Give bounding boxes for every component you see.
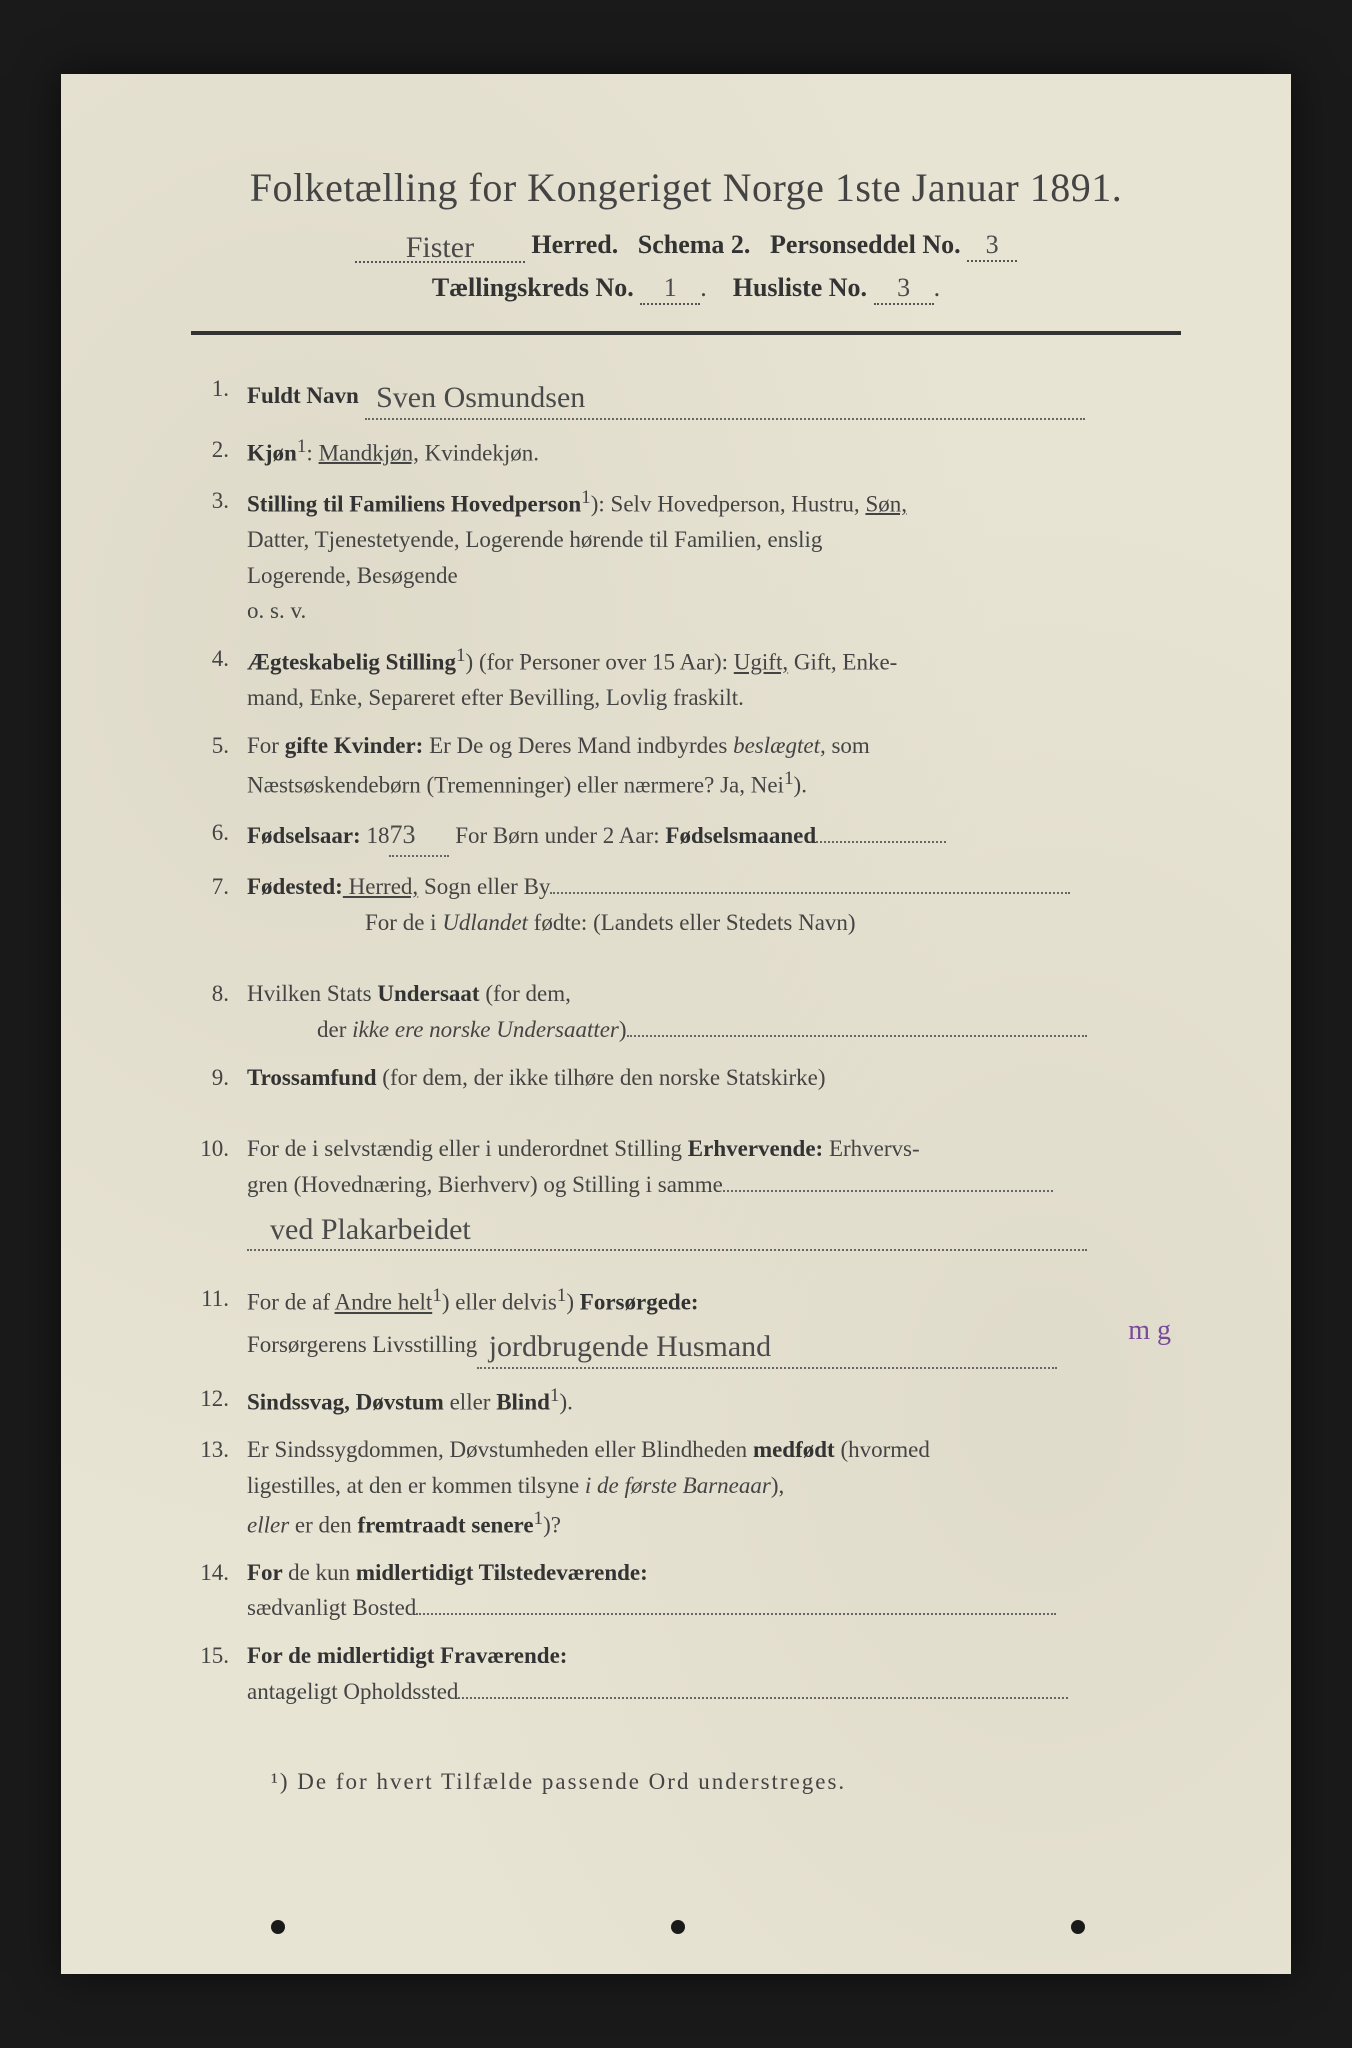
item-5: 5. For gifte Kvinder: Er De og Deres Man…	[191, 728, 1181, 803]
punch-hole-icon	[1071, 1920, 1085, 1934]
provider-hw: jordbrugende Husmand	[489, 1330, 771, 1363]
personseddel-no: 3	[986, 230, 999, 259]
punch-hole-icon	[671, 1920, 685, 1934]
main-title: Folketælling for Kongeriget Norge 1ste J…	[191, 164, 1181, 211]
ugift-underlined: Ugift,	[734, 650, 788, 675]
census-form-page: Folketælling for Kongeriget Norge 1ste J…	[61, 74, 1291, 1974]
husliste-label: Husliste No.	[733, 273, 867, 302]
item-3: 3. Stilling til Familiens Hovedperson1):…	[191, 483, 1181, 629]
kreds-no: 1	[664, 273, 677, 302]
item-12: 12. Sindssvag, Døvstum eller Blind1).	[191, 1381, 1181, 1420]
subheader-line2: Tællingskreds No. 1. Husliste No. 3.	[191, 273, 1181, 305]
item-10: 10. For de i selvstændig eller i underor…	[191, 1131, 1181, 1251]
item-4: 4. Ægteskabelig Stilling1) (for Personer…	[191, 641, 1181, 716]
item-9: 9. Trossamfund (for dem, der ikke tilhør…	[191, 1060, 1181, 1096]
item-7: 7. Fødested: Herred, Sogn eller By For d…	[191, 869, 1181, 940]
item-8: 8. Hvilken Stats Undersaat (for dem, der…	[191, 976, 1181, 1047]
punch-hole-icon	[271, 1920, 285, 1934]
item-1: 1. Fuldt Navn Sven Osmundsen	[191, 371, 1181, 420]
husliste-no: 3	[897, 273, 910, 302]
schema-label: Schema 2.	[638, 230, 751, 259]
birthyear-hw: 73	[389, 820, 415, 849]
item-13: 13. Er Sindssygdommen, Døvstumheden elle…	[191, 1432, 1181, 1543]
name-handwritten: Sven Osmundsen	[376, 381, 585, 414]
personseddel-label: Personseddel No.	[770, 230, 961, 259]
item-11: 11. For de af Andre helt1) eller delvis1…	[191, 1281, 1181, 1369]
occupation-hw: ved Plakarbeidet	[270, 1213, 471, 1246]
sex-underlined: Mandkjøn,	[319, 440, 419, 465]
kreds-label: Tællingskreds No.	[432, 273, 634, 302]
item-6: 6. Fødselsaar: 1873 For Børn under 2 Aar…	[191, 815, 1181, 857]
herred-label: Herred.	[531, 230, 618, 259]
item-15: 15. For de midlertidigt Fraværende: anta…	[191, 1638, 1181, 1709]
purple-annotation: m g	[1128, 1309, 1171, 1352]
form-items: 1. Fuldt Navn Sven Osmundsen 2. Kjøn1: M…	[191, 371, 1181, 1709]
item-14: 14. For de kun midlertidigt Tilstedevære…	[191, 1555, 1181, 1626]
son-underlined: Søn,	[865, 491, 907, 516]
subheader-line1: Fister Herred. Schema 2. Personseddel No…	[191, 227, 1181, 263]
footnote: ¹) De for hvert Tilfælde passende Ord un…	[191, 1769, 1181, 1795]
herred-handwritten: Fister	[406, 231, 474, 264]
divider	[191, 331, 1181, 335]
item-2: 2. Kjøn1: Mandkjøn, Kvindekjøn.	[191, 432, 1181, 471]
